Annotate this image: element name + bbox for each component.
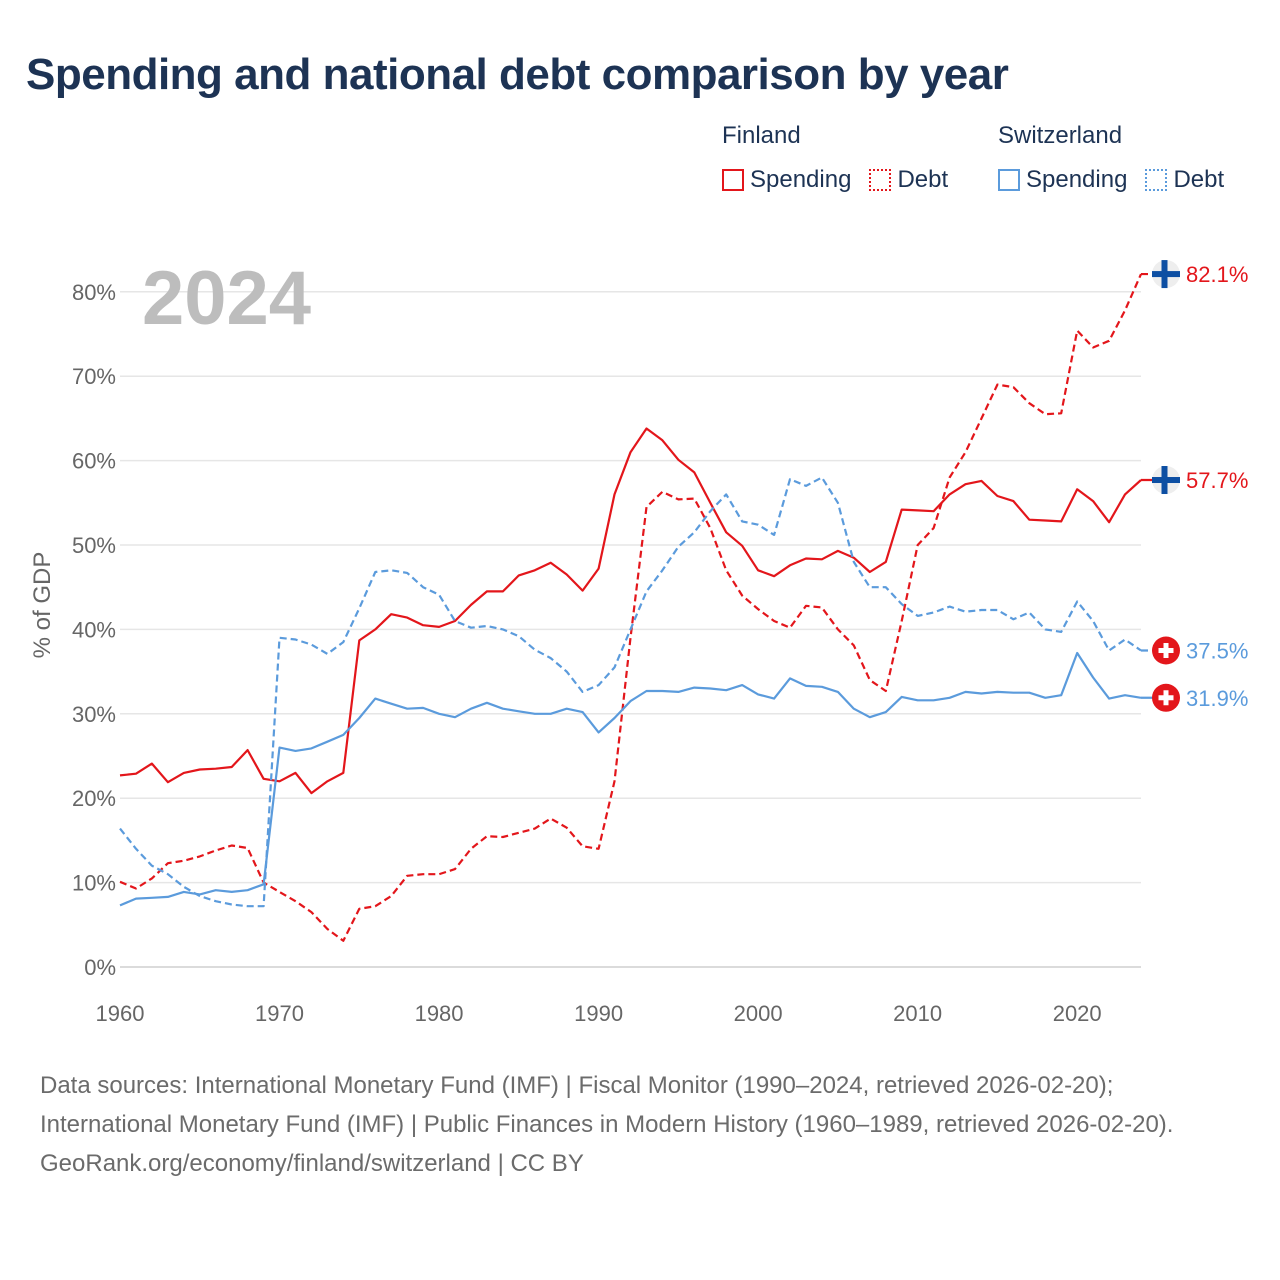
- legend-country-finland: Finland: [722, 122, 801, 149]
- switzerland-flag-icon: [1152, 636, 1180, 665]
- y-axis-label: % of GDP: [29, 552, 56, 659]
- flag-cross-v: [1163, 690, 1169, 706]
- legend-group-switzerland: Switzerland Spending Debt: [998, 122, 1224, 193]
- legend-label: Debt: [897, 166, 949, 193]
- chart-title: Spending and national debt comparison by…: [26, 50, 1009, 99]
- legend-item-switzerland-debt[interactable]: Debt: [1145, 166, 1224, 194]
- legend-group-finland: Finland Spending Debt: [722, 122, 948, 193]
- legend-item-switzerland-spending[interactable]: Spending: [998, 166, 1127, 194]
- legend-swatch-solid: [722, 169, 744, 191]
- data-sources: Data sources: International Monetary Fun…: [40, 1066, 1240, 1183]
- x-tick-label: 1960: [96, 1001, 145, 1026]
- end-marker: 82.1%: [1141, 260, 1248, 289]
- year-watermark: 2024: [142, 256, 311, 341]
- series-line-switzerland-spending[interactable]: [119, 651, 1142, 907]
- end-value-label: 82.1%: [1186, 262, 1248, 287]
- legend-label: Debt: [1173, 166, 1225, 193]
- attribution-link[interactable]: GeoRank.org/economy/finland/switzerland …: [40, 1150, 584, 1177]
- y-tick-label: 30%: [72, 702, 116, 727]
- y-tick-label: 60%: [72, 449, 116, 474]
- finland-flag-icon: [1152, 466, 1180, 495]
- line-chart: 0%10%20%30%40%50%60%70%80% 1960 1970 1980 1…: [29, 256, 1248, 1026]
- legend-label: Spending: [1026, 166, 1128, 193]
- x-axis-ticks: 1960 1970 1980 1990 2000 2010 2020: [96, 1001, 1102, 1026]
- x-tick-label: 1970: [255, 1001, 304, 1026]
- sources-text: Data sources: International Monetary Fun…: [40, 1072, 1174, 1138]
- legend-item-finland-debt[interactable]: Debt: [869, 166, 948, 194]
- series-line-switzerland-debt[interactable]: [119, 476, 1142, 908]
- end-value-label: 37.5%: [1186, 639, 1248, 664]
- x-tick-label: 1990: [574, 1001, 623, 1026]
- flag-cross-v: [1163, 643, 1169, 658]
- legend-swatch-solid: [998, 169, 1020, 191]
- legend-label: Spending: [750, 166, 852, 193]
- y-tick-label: 40%: [72, 617, 116, 642]
- legend-item-finland-spending[interactable]: Spending: [722, 166, 851, 194]
- series-end-markers: 82.1% 57.7% 37.5% 31.9%: [1141, 260, 1248, 712]
- finland-flag-icon: [1152, 260, 1180, 289]
- y-tick-label: 80%: [72, 280, 116, 305]
- end-value-label: 57.7%: [1186, 468, 1248, 493]
- x-tick-label: 2000: [734, 1001, 783, 1026]
- legend-swatch-dotted: [1145, 169, 1168, 191]
- switzerland-flag-icon: [1152, 683, 1180, 712]
- legend-swatch-dotted: [869, 169, 892, 191]
- y-tick-label: 70%: [72, 364, 116, 389]
- flag-cross-v: [1161, 466, 1168, 495]
- end-marker: 57.7%: [1141, 466, 1248, 495]
- x-tick-label: 2010: [893, 1001, 942, 1026]
- series-lines: [119, 273, 1143, 942]
- flag-cross-v: [1161, 260, 1168, 289]
- x-tick-label: 1980: [415, 1001, 464, 1026]
- y-tick-label: 10%: [72, 871, 116, 896]
- y-tick-label: 20%: [72, 786, 116, 811]
- end-value-label: 31.9%: [1186, 686, 1248, 711]
- y-axis-ticks: 0% 10% 20% 30% 40% 50% 60% 70% 80%: [72, 280, 116, 980]
- end-marker: 37.5%: [1141, 636, 1248, 665]
- legend-country-switzerland: Switzerland: [998, 122, 1123, 149]
- grid: [120, 291, 1141, 968]
- series-line-finland-debt[interactable]: [119, 273, 1143, 942]
- y-tick-label: 50%: [72, 533, 116, 558]
- x-tick-label: 2020: [1053, 1001, 1102, 1026]
- end-marker: 31.9%: [1141, 683, 1248, 712]
- y-tick-label: 0%: [84, 955, 116, 980]
- series-line-finland-spending[interactable]: [119, 427, 1142, 795]
